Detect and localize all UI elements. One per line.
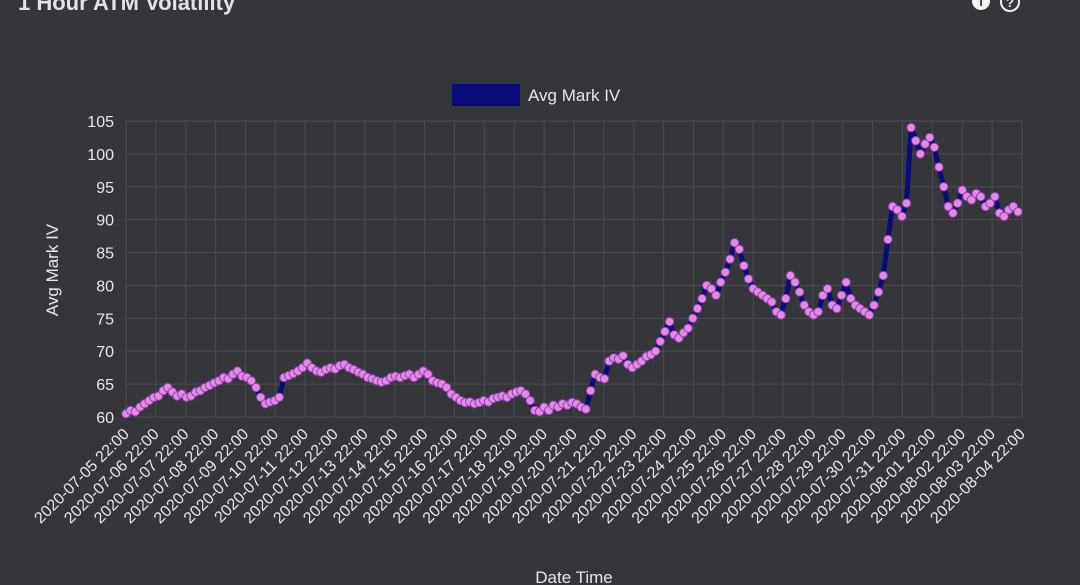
data-point[interactable] [832,303,842,314]
data-point[interactable] [720,267,730,277]
data-point[interactable] [966,195,977,205]
legend-swatch[interactable] [452,84,520,106]
data-point[interactable] [943,201,953,212]
data-point[interactable] [799,300,809,310]
data-point[interactable] [952,198,963,208]
data-point[interactable] [813,307,823,317]
data-point[interactable] [618,351,628,361]
y-axis-label: Avg Mark IV [43,223,62,316]
data-point[interactable] [873,287,884,297]
data-point[interactable] [794,287,805,297]
y-tick-label: 85 [96,246,114,263]
data-point[interactable] [906,122,916,133]
header-icons: i ? [972,0,1020,12]
y-tick-label: 105 [87,114,114,131]
data-point[interactable] [650,346,661,356]
data-point[interactable] [525,395,535,406]
data-point[interactable] [743,274,754,284]
data-point[interactable] [251,382,261,393]
data-point[interactable] [688,313,698,323]
data-point[interactable] [729,238,740,248]
data-point[interactable] [869,300,879,310]
data-point[interactable] [683,323,693,333]
data-point[interactable] [990,191,1000,202]
data-point[interactable] [706,284,717,294]
data-point[interactable] [976,191,986,202]
data-point[interactable] [739,261,749,271]
data-point[interactable] [520,389,531,399]
data-point[interactable] [776,310,786,320]
data-point[interactable] [911,136,921,146]
series-line [124,125,1020,416]
data-point[interactable] [878,270,888,281]
data-point[interactable] [785,270,796,281]
info-icon[interactable]: i [972,0,990,10]
data-point[interactable] [599,374,610,384]
data-point[interactable] [781,293,791,304]
data-point[interactable] [441,382,452,393]
data-point[interactable] [999,211,1009,222]
data-point[interactable] [711,290,721,300]
legend: Avg Mark IV [452,84,621,106]
data-point[interactable] [246,376,257,386]
data-point[interactable] [274,392,284,402]
x-axis-label: Date Time [535,568,612,585]
data-point[interactable] [734,244,744,255]
data-point[interactable] [790,277,800,287]
data-point[interactable] [818,290,828,300]
data-point[interactable] [957,185,967,195]
data-point[interactable] [585,386,596,396]
data-point[interactable] [716,277,726,287]
y-tick-label: 60 [96,410,114,427]
data-point[interactable] [929,142,940,153]
data-point[interactable] [892,205,902,215]
data-point[interactable] [767,297,777,307]
chart-title: 1 Hour ATM Volatility [18,0,236,15]
legend-label: Avg Mark IV [528,86,621,105]
y-tick-label: 75 [96,311,114,328]
data-point[interactable] [920,139,930,149]
data-point[interactable] [985,198,995,208]
data-point[interactable] [822,284,833,294]
grid-lines [125,120,1023,418]
data-point[interactable] [883,234,893,245]
data-point[interactable] [664,316,675,327]
help-icon[interactable]: ? [1000,0,1020,12]
data-point[interactable] [939,182,949,192]
data-point[interactable] [256,392,266,402]
data-point[interactable] [897,211,907,222]
data-point[interactable] [948,208,958,218]
y-tick-label: 90 [96,213,114,230]
data-point[interactable] [725,254,735,264]
series-avg-mark-iv [121,122,1023,419]
data-point[interactable] [660,326,670,337]
data-point[interactable] [836,290,847,300]
data-point[interactable] [697,293,707,304]
y-tick-label: 70 [96,344,114,361]
data-point[interactable] [934,162,944,172]
y-tick-label: 65 [96,377,114,394]
data-point[interactable] [581,404,591,414]
data-point[interactable] [915,149,926,159]
data-point[interactable] [901,198,912,208]
data-point[interactable] [925,132,935,143]
data-point[interactable] [841,277,851,287]
y-tick-label: 95 [96,180,114,197]
data-point[interactable] [864,310,874,320]
y-tick-label: 100 [87,147,114,164]
data-point[interactable] [655,336,665,347]
data-point[interactable] [846,293,856,304]
data-point[interactable] [423,369,433,379]
data-point[interactable] [1013,207,1023,217]
y-tick-label: 80 [96,278,114,295]
data-point[interactable] [692,303,703,314]
